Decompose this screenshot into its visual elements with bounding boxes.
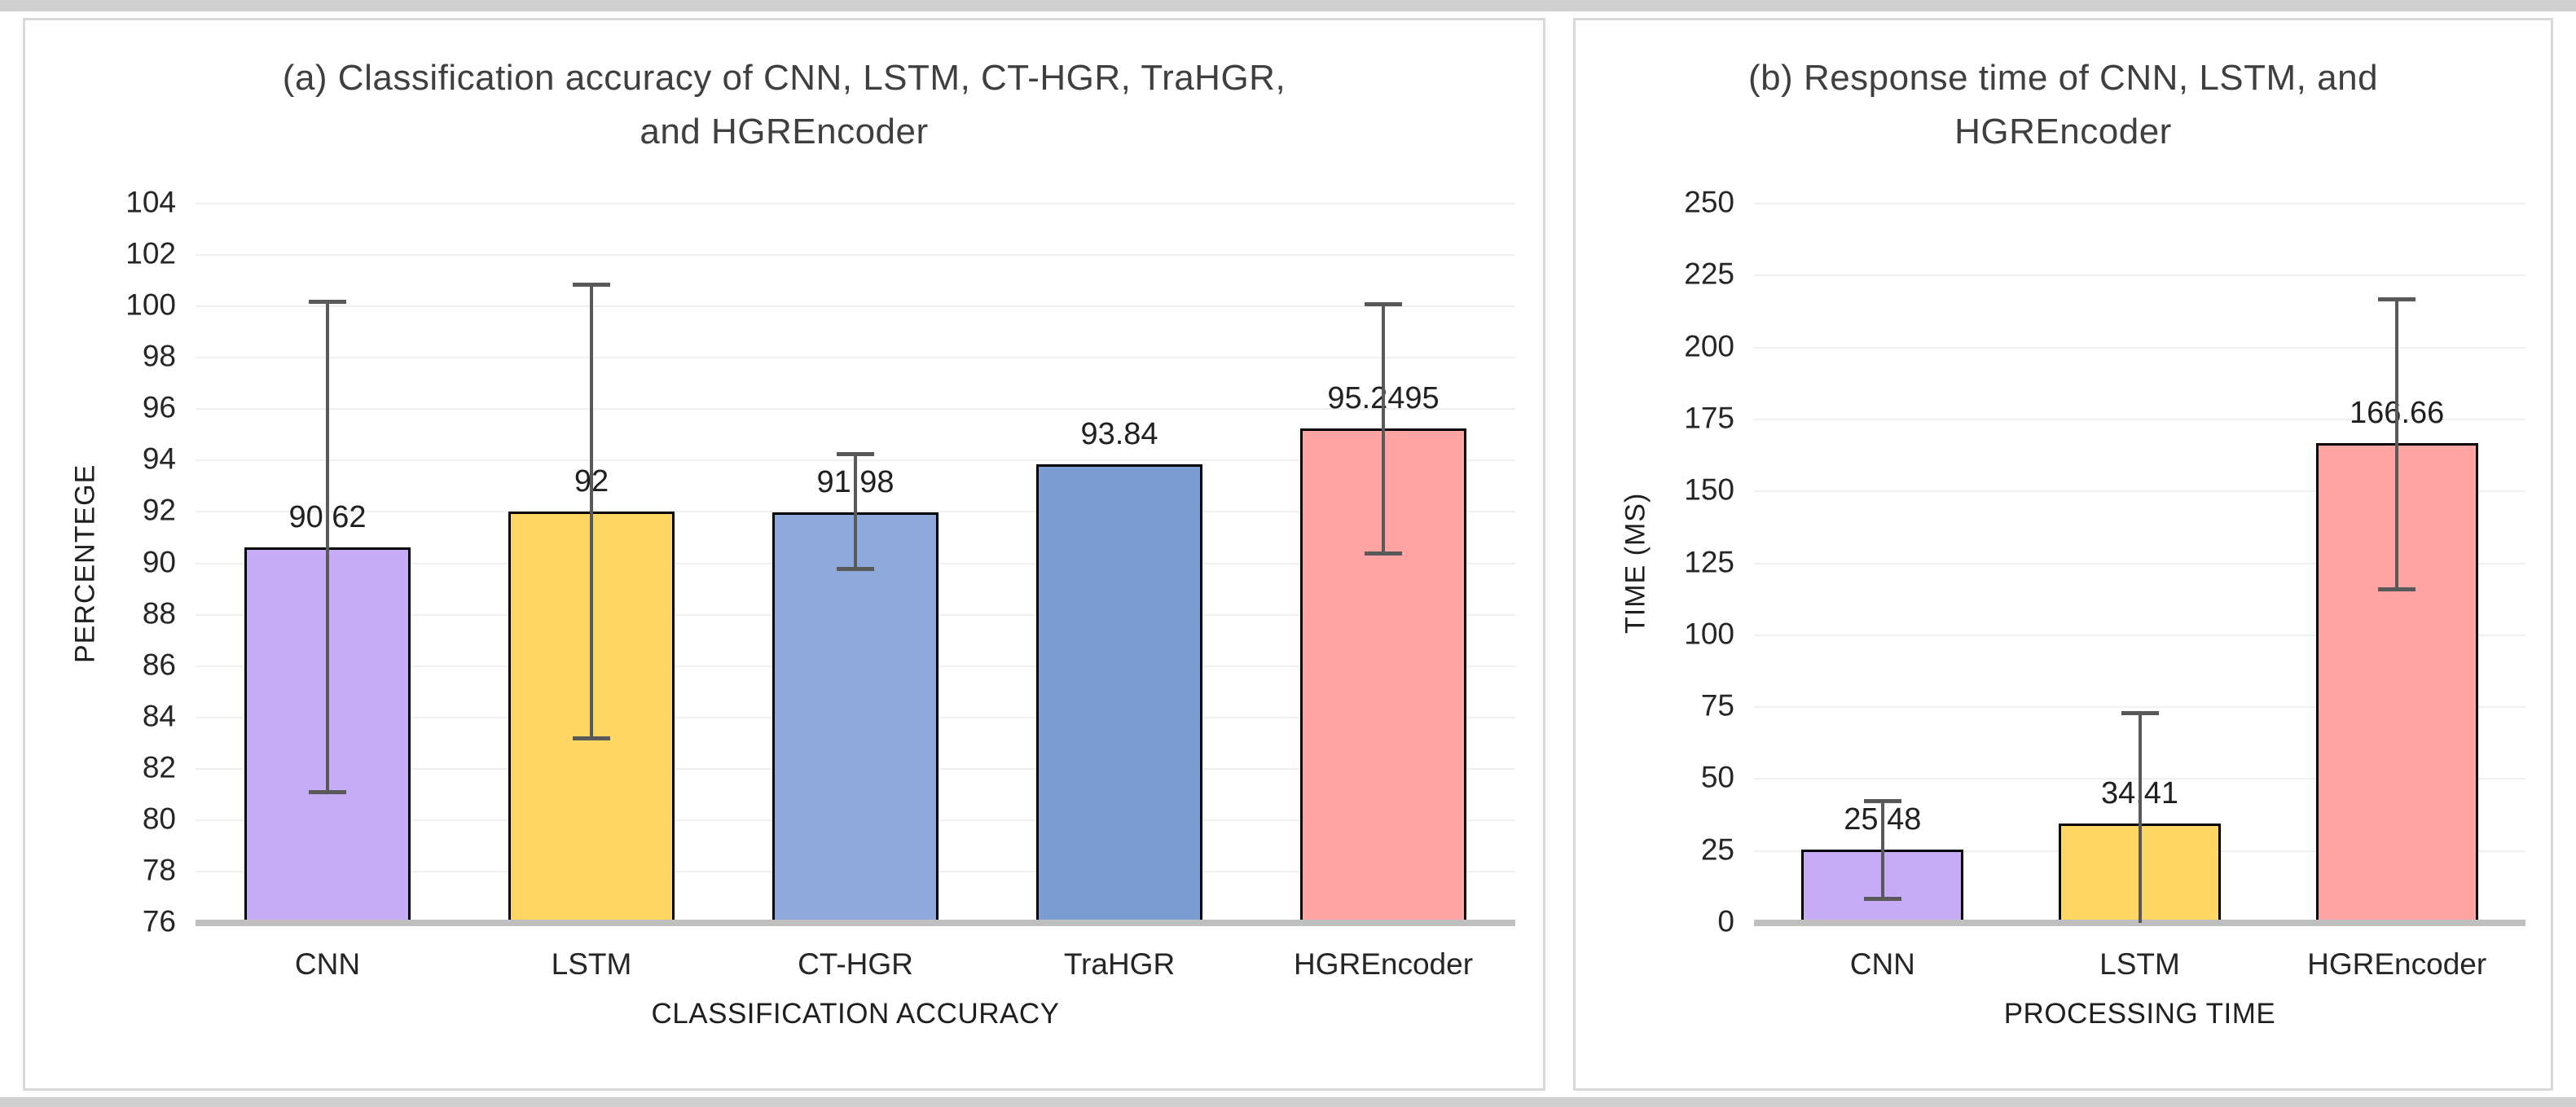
error-bar-cap-low bbox=[2378, 587, 2416, 592]
error-bar-line bbox=[854, 454, 857, 569]
x-category-label: LSTM bbox=[551, 947, 632, 981]
y-tick-label: 98 bbox=[142, 339, 176, 373]
chart-b-title-line2: HGREncoder bbox=[1954, 112, 2172, 152]
error-bar-cap-high bbox=[309, 299, 346, 304]
x-category-label: TraHGR bbox=[1063, 947, 1176, 981]
error-bar-line bbox=[1382, 303, 1385, 553]
x-category-label: CNN bbox=[1849, 947, 1915, 981]
gridline bbox=[196, 203, 1515, 204]
x-category-label: HGREncoder bbox=[1293, 947, 1474, 981]
chart-panel-b: (b) Response time of CNN, LSTM, and HGRE… bbox=[1573, 18, 2553, 1091]
error-bar-cap-low bbox=[1863, 896, 1901, 901]
window-frame-top bbox=[0, 0, 2576, 11]
error-bar-cap-low bbox=[1365, 551, 1402, 556]
gridline bbox=[1754, 490, 2525, 493]
chart-b-y-axis-title: TIME (MS) bbox=[1620, 492, 1651, 635]
x-category-label: HGREncoder bbox=[2307, 947, 2487, 981]
error-bar-cap-low bbox=[837, 566, 874, 571]
y-tick-label: 90 bbox=[142, 544, 176, 578]
y-tick-label: 125 bbox=[1684, 544, 1734, 578]
chart-a-x-axis-title: CLASSIFICATION ACCURACY bbox=[651, 998, 1060, 1030]
error-bar-cap-high bbox=[2378, 297, 2416, 301]
y-tick-label: 80 bbox=[142, 802, 176, 836]
gridline bbox=[196, 357, 1515, 359]
chart-b-plot-area: 025507510012515017520022525025.48CNN34.4… bbox=[1684, 185, 2525, 981]
y-tick-label: 76 bbox=[142, 904, 176, 938]
y-tick-label: 82 bbox=[142, 750, 176, 784]
y-tick-label: 84 bbox=[142, 699, 176, 733]
x-category-label: LSTM bbox=[2099, 947, 2180, 981]
error-bar-cap-low bbox=[573, 736, 610, 740]
y-tick-label: 102 bbox=[125, 236, 176, 270]
y-tick-label: 92 bbox=[142, 493, 176, 527]
y-tick-label: 25 bbox=[1700, 832, 1734, 867]
y-tick-label: 78 bbox=[142, 853, 176, 887]
y-tick-label: 0 bbox=[1717, 904, 1734, 938]
y-tick-label: 150 bbox=[1684, 472, 1734, 507]
error-bar-cap-high bbox=[837, 452, 874, 457]
gridline bbox=[1754, 706, 2525, 709]
chart-a-title: (a) Classification accuracy of CNN, LSTM… bbox=[25, 51, 1543, 159]
error-bar-cap-high bbox=[1365, 301, 1402, 306]
error-bar-line bbox=[590, 284, 593, 738]
gridline bbox=[196, 254, 1515, 257]
axis-baseline bbox=[1754, 920, 2525, 926]
y-tick-label: 96 bbox=[142, 390, 176, 424]
error-bar-line bbox=[2395, 298, 2399, 590]
error-bar-cap-high bbox=[573, 283, 610, 288]
error-bar-line bbox=[326, 301, 329, 793]
error-bar-cap-high bbox=[1863, 799, 1901, 804]
error-bar-cap-low bbox=[309, 790, 346, 795]
chart-a-y-axis-title: PERCENTEGE bbox=[69, 463, 101, 663]
y-tick-label: 50 bbox=[1700, 760, 1734, 794]
chart-panel-a: (a) Classification accuracy of CNN, LSTM… bbox=[23, 18, 1545, 1091]
bar-trahgr bbox=[1036, 464, 1202, 923]
y-tick-label: 175 bbox=[1684, 401, 1734, 435]
gridline bbox=[1754, 634, 2525, 636]
y-tick-label: 250 bbox=[1684, 185, 1734, 219]
error-bar-line bbox=[1880, 801, 1884, 898]
chart-b-title: (b) Response time of CNN, LSTM, and HGRE… bbox=[1576, 51, 2551, 159]
gridline bbox=[1754, 562, 2525, 564]
chart-a-plot-area: 76788082848688909294969810010210490.62CN… bbox=[125, 185, 1515, 981]
y-tick-label: 75 bbox=[1700, 688, 1734, 723]
y-tick-label: 88 bbox=[142, 595, 176, 630]
gridline bbox=[196, 408, 1515, 411]
y-tick-label: 100 bbox=[1684, 617, 1734, 651]
bar-value-label: 93.84 bbox=[1080, 417, 1158, 452]
y-tick-label: 86 bbox=[142, 647, 176, 681]
chart-a-title-line2: and HGREncoder bbox=[640, 112, 929, 152]
gridline bbox=[1754, 275, 2525, 277]
chart-a-title-line1: (a) Classification accuracy of CNN, LSTM… bbox=[282, 58, 1286, 98]
gridline bbox=[1754, 346, 2525, 349]
y-tick-label: 225 bbox=[1684, 257, 1734, 291]
chart-b-x-axis-title: PROCESSING TIME bbox=[2003, 998, 2276, 1030]
bar-ct-hgr bbox=[772, 512, 939, 923]
y-tick-label: 104 bbox=[125, 185, 176, 219]
error-bar-cap-high bbox=[2121, 711, 2159, 716]
x-category-label: CT-HGR bbox=[798, 947, 913, 981]
axis-baseline bbox=[196, 920, 1515, 926]
window-frame-bottom bbox=[0, 1097, 2576, 1107]
y-tick-label: 94 bbox=[142, 441, 176, 476]
x-category-label: CNN bbox=[294, 947, 361, 981]
gridline bbox=[1754, 418, 2525, 420]
gridline bbox=[1754, 203, 2525, 204]
error-bar-line bbox=[2138, 713, 2142, 923]
gridline bbox=[196, 305, 1515, 308]
y-tick-label: 100 bbox=[125, 288, 176, 322]
chart-b-title-line1: (b) Response time of CNN, LSTM, and bbox=[1747, 58, 2379, 98]
y-tick-label: 200 bbox=[1684, 328, 1734, 362]
